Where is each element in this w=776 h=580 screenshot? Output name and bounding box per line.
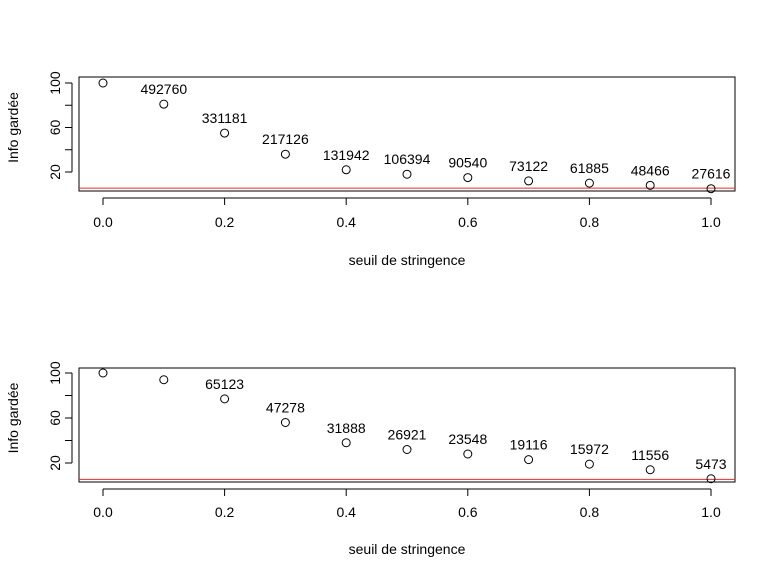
chart1-y-tick-label: 100 [47,71,63,95]
chart1-data-label: 90540 [448,155,487,171]
chart1-data-point [463,173,473,183]
chart2-data-point [524,455,534,465]
chart2-data-point [584,459,594,469]
chart2-data-label: 31888 [327,420,366,436]
chart2-y-axis-title: Info gardée [5,382,21,453]
chart1-data-label: 48466 [631,162,670,178]
chart1-y-tick-label: 60 [47,120,63,136]
chart1-x-tick-label: 0.2 [215,214,235,230]
chart2-y-tick-label: 20 [47,455,63,471]
chart2-data-label: 11556 [631,447,669,463]
chart2-data-label: 19116 [510,437,548,453]
chart2-data-point [706,474,716,484]
chart2-data-label: 15972 [570,441,609,457]
chart2-data-point [220,394,230,404]
chart2-data-point [402,445,412,454]
chart2-data-point [463,449,473,459]
chart1-data-label: 27616 [692,166,731,182]
chart1-data-point [706,184,716,194]
chart1-data-point [220,128,230,138]
chart2-data-label: 65123 [205,376,244,392]
chart1-data-label: 61885 [570,160,609,176]
chart2-data-point [159,375,169,385]
chart2-x-tick-label: 0.4 [336,504,356,520]
chart1-data-label: 73122 [509,158,548,174]
chart1-data-point [584,178,594,188]
chart2-x-tick-label: 0.6 [458,504,478,520]
chart1-plot-frame [78,76,736,192]
chart2-y-tick-label: 60 [47,410,63,426]
chart1-data-point [402,169,412,179]
chart2-data-label: 47278 [266,400,305,416]
chart1-x-tick-label: 0.6 [458,214,478,230]
chart1-data-label: 331181 [202,110,248,126]
chart1-data-label: 131942 [323,147,370,163]
chart2-data-point [341,438,351,448]
chart2-data-point [98,368,108,378]
chart1-y-axis-title: Info gardée [5,92,21,163]
chart1-y-tick-label: 20 [47,164,63,180]
chart2-data-label: 26921 [388,427,427,443]
chart1-data-point [280,149,290,159]
chart1-data-label: 217126 [262,131,309,147]
chart2-x-tick-label: 0.0 [93,504,113,520]
chart1-x-tick-label: 0.4 [336,214,356,230]
chart1-data-point [98,78,108,88]
chart2-data-point [645,465,655,475]
chart2-x-tick-label: 0.8 [580,504,600,520]
chart1-x-tick-label: 1.0 [701,214,721,230]
chart2-x-tick-label: 1.0 [701,504,721,520]
chart2-plot-frame [78,367,736,483]
chart1-data-label: 492760 [140,81,187,97]
chart2-x-tick-label: 0.2 [215,504,235,520]
chart2-data-point [280,418,290,427]
chart1-data-label: 106394 [384,151,431,167]
chart1-data-point [341,165,351,175]
chart2-data-label: 5473 [695,456,726,472]
chart1-data-point [524,176,534,186]
chart2-data-label: 23548 [448,431,487,447]
chart1-x-tick-label: 0.8 [580,214,600,230]
chart1-x-tick-label: 0.0 [93,214,113,230]
chart1-data-point [645,180,655,190]
chart1-x-axis-title: seuil de stringence [349,252,466,268]
chart2-y-tick-label: 100 [47,361,63,385]
chart2-x-axis-title: seuil de stringence [349,541,466,557]
chart1-data-point [159,99,169,109]
